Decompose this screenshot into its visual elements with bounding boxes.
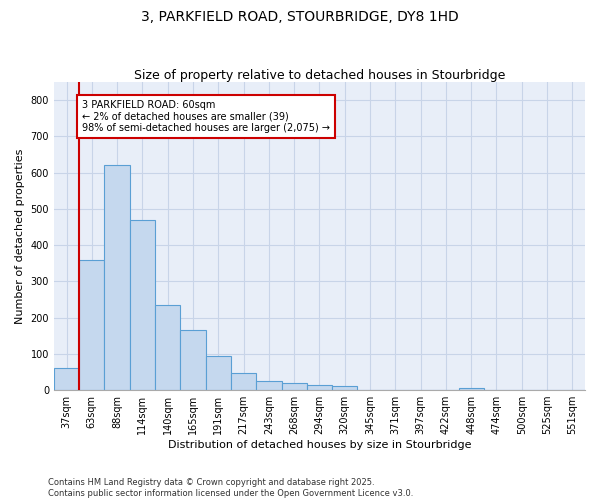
Bar bbox=[130, 220, 155, 390]
Bar bbox=[104, 166, 130, 390]
Bar bbox=[54, 368, 79, 390]
Title: Size of property relative to detached houses in Stourbridge: Size of property relative to detached ho… bbox=[134, 69, 505, 82]
Bar bbox=[231, 373, 256, 390]
X-axis label: Distribution of detached houses by size in Stourbridge: Distribution of detached houses by size … bbox=[168, 440, 471, 450]
Bar bbox=[307, 384, 332, 390]
Y-axis label: Number of detached properties: Number of detached properties bbox=[15, 148, 25, 324]
Bar bbox=[281, 383, 307, 390]
Text: Contains HM Land Registry data © Crown copyright and database right 2025.
Contai: Contains HM Land Registry data © Crown c… bbox=[48, 478, 413, 498]
Bar bbox=[79, 260, 104, 390]
Bar bbox=[256, 381, 281, 390]
Bar bbox=[332, 386, 358, 390]
Bar bbox=[206, 356, 231, 390]
Bar bbox=[155, 305, 181, 390]
Text: 3 PARKFIELD ROAD: 60sqm
← 2% of detached houses are smaller (39)
98% of semi-det: 3 PARKFIELD ROAD: 60sqm ← 2% of detached… bbox=[82, 100, 330, 134]
Bar bbox=[181, 330, 206, 390]
Bar bbox=[458, 388, 484, 390]
Text: 3, PARKFIELD ROAD, STOURBRIDGE, DY8 1HD: 3, PARKFIELD ROAD, STOURBRIDGE, DY8 1HD bbox=[141, 10, 459, 24]
